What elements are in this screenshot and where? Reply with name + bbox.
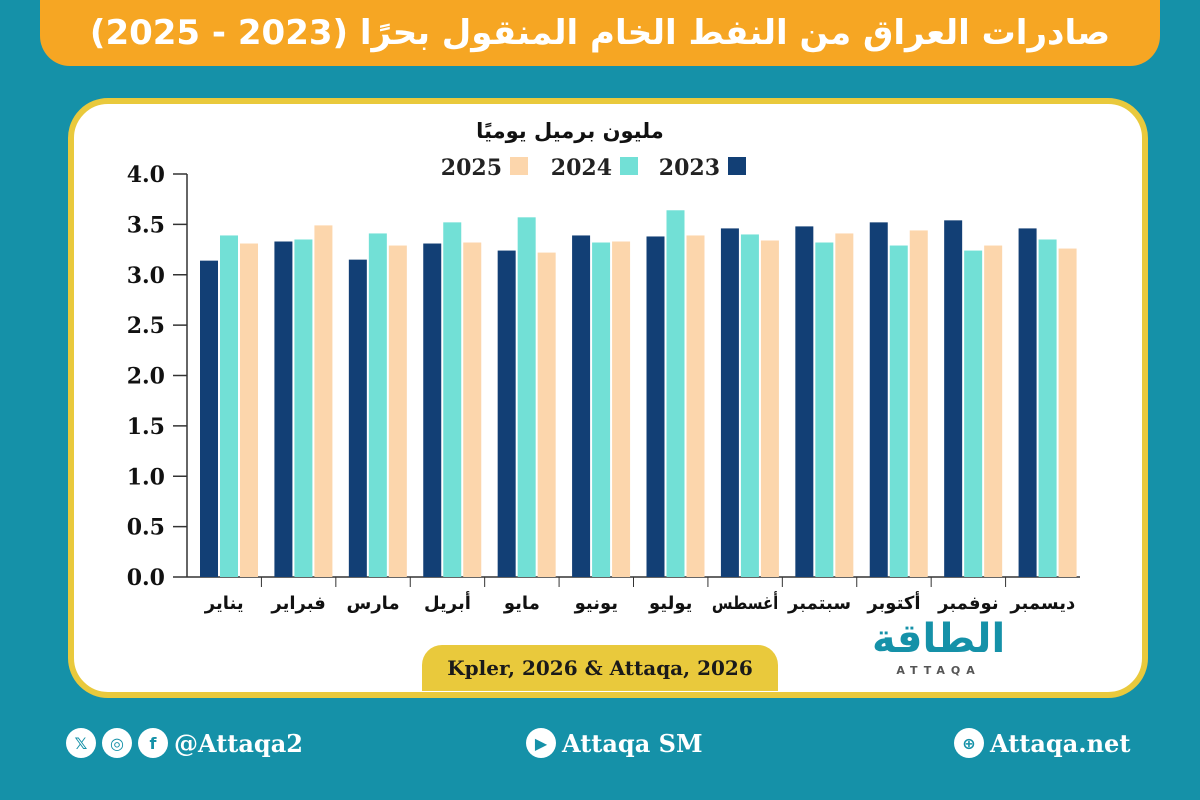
bar-2024-6	[592, 242, 611, 577]
x-icon[interactable]: 𝕏	[66, 728, 96, 758]
social-handle[interactable]: @Attaqa2	[174, 728, 303, 758]
youtube-icon[interactable]: ▶	[526, 728, 556, 758]
bar-2023-6	[572, 235, 591, 577]
bar-2025-8	[760, 240, 779, 577]
youtube-handle[interactable]: Attaqa SM	[562, 728, 703, 758]
bar-2023-3	[348, 259, 367, 577]
bar-2023-10	[869, 222, 888, 578]
x-tick-label: يوليو	[648, 593, 692, 614]
logo-sub: ATTAQA	[896, 664, 981, 677]
bar-2025-4	[463, 242, 482, 577]
x-tick-label: نوفمبر	[937, 593, 998, 614]
x-tick-label: أكتوبر	[866, 591, 920, 614]
bar-2025-9	[835, 233, 854, 577]
attaqa-logo: الطاقة ATTAQA	[872, 616, 1005, 677]
bar-2025-2	[314, 225, 333, 577]
legend-label-2023: 2023	[659, 155, 720, 181]
footer-web: ⊕ Attaqa.net	[954, 728, 1130, 758]
bar-2023-12	[1018, 228, 1037, 577]
bar-2025-3	[388, 245, 407, 577]
legend-label-2025: 2025	[441, 155, 502, 181]
x-tick-label: ديسمبر	[1009, 593, 1075, 614]
bar-2024-2	[294, 239, 313, 578]
facebook-icon[interactable]: f	[138, 728, 168, 758]
x-tick-label: يونيو	[574, 593, 618, 614]
bar-2025-7	[686, 235, 705, 577]
x-tick-label: يناير	[204, 593, 244, 614]
bar-2025-12	[1058, 248, 1077, 577]
y-tick-label: 3.5	[127, 212, 165, 238]
bar-2023-1	[200, 260, 218, 577]
y-tick-label: 0.5	[127, 515, 165, 541]
bar-2024-4	[443, 222, 462, 578]
legend-label-2024: 2024	[551, 155, 612, 181]
bar-2023-11	[944, 220, 963, 577]
bar-2024-8	[740, 234, 759, 577]
bar-2024-5	[517, 217, 536, 577]
y-tick-label: 2.5	[127, 313, 165, 339]
y-tick-label: 1.5	[127, 414, 165, 440]
bar-2024-9	[815, 242, 834, 577]
bar-2024-11	[964, 250, 983, 577]
globe-icon[interactable]: ⊕	[954, 728, 984, 758]
y-axis-title: مليون برميل يوميًا	[476, 119, 664, 143]
footer-social: 𝕏 ◎ f @Attaqa2	[66, 728, 303, 758]
bar-2025-10	[909, 230, 928, 578]
x-tick-label: أغسطس	[712, 591, 778, 614]
x-tick-label: مايو	[503, 593, 540, 614]
bar-2023-4	[423, 243, 442, 577]
bar-2023-7	[646, 236, 665, 577]
legend-swatch-2024	[620, 157, 638, 175]
footer-youtube: ▶ Attaqa SM	[526, 728, 703, 758]
x-tick-label: مارس	[346, 593, 399, 614]
y-tick-label: 2.0	[127, 364, 165, 390]
bar-2025-11	[984, 245, 1003, 577]
y-tick-label: 4.0	[127, 162, 165, 188]
y-tick-label: 0.0	[127, 565, 165, 591]
y-tick-label: 1.0	[127, 464, 165, 490]
bar-2023-5	[497, 250, 516, 577]
bar-2023-8	[720, 228, 739, 577]
source-label: Kpler, 2026 & Attaqa, 2026	[422, 645, 778, 691]
bar-2025-5	[537, 252, 556, 577]
legend-swatch-2025	[510, 157, 528, 175]
bar-2024-10	[889, 245, 908, 577]
bar-2025-6	[612, 241, 631, 577]
legend-swatch-2023	[728, 157, 746, 175]
bar-2023-9	[795, 226, 814, 577]
bar-2024-1	[220, 235, 238, 577]
x-tick-label: أبريل	[424, 591, 471, 614]
x-tick-label: سبتمبر	[787, 593, 851, 614]
bar-2024-3	[368, 233, 387, 577]
bar-2024-7	[666, 210, 685, 577]
bar-2023-2	[274, 241, 293, 577]
x-tick-label: فبراير	[270, 593, 325, 614]
bar-2025-1	[240, 243, 258, 577]
logo-text: الطاقة	[872, 616, 1006, 662]
bar-2024-12	[1038, 239, 1057, 578]
instagram-icon[interactable]: ◎	[102, 728, 132, 758]
chart-title: صادرات العراق من النفط الخام المنقول بحر…	[40, 0, 1160, 66]
website-link[interactable]: Attaqa.net	[990, 728, 1131, 758]
y-tick-label: 3.0	[127, 263, 165, 289]
